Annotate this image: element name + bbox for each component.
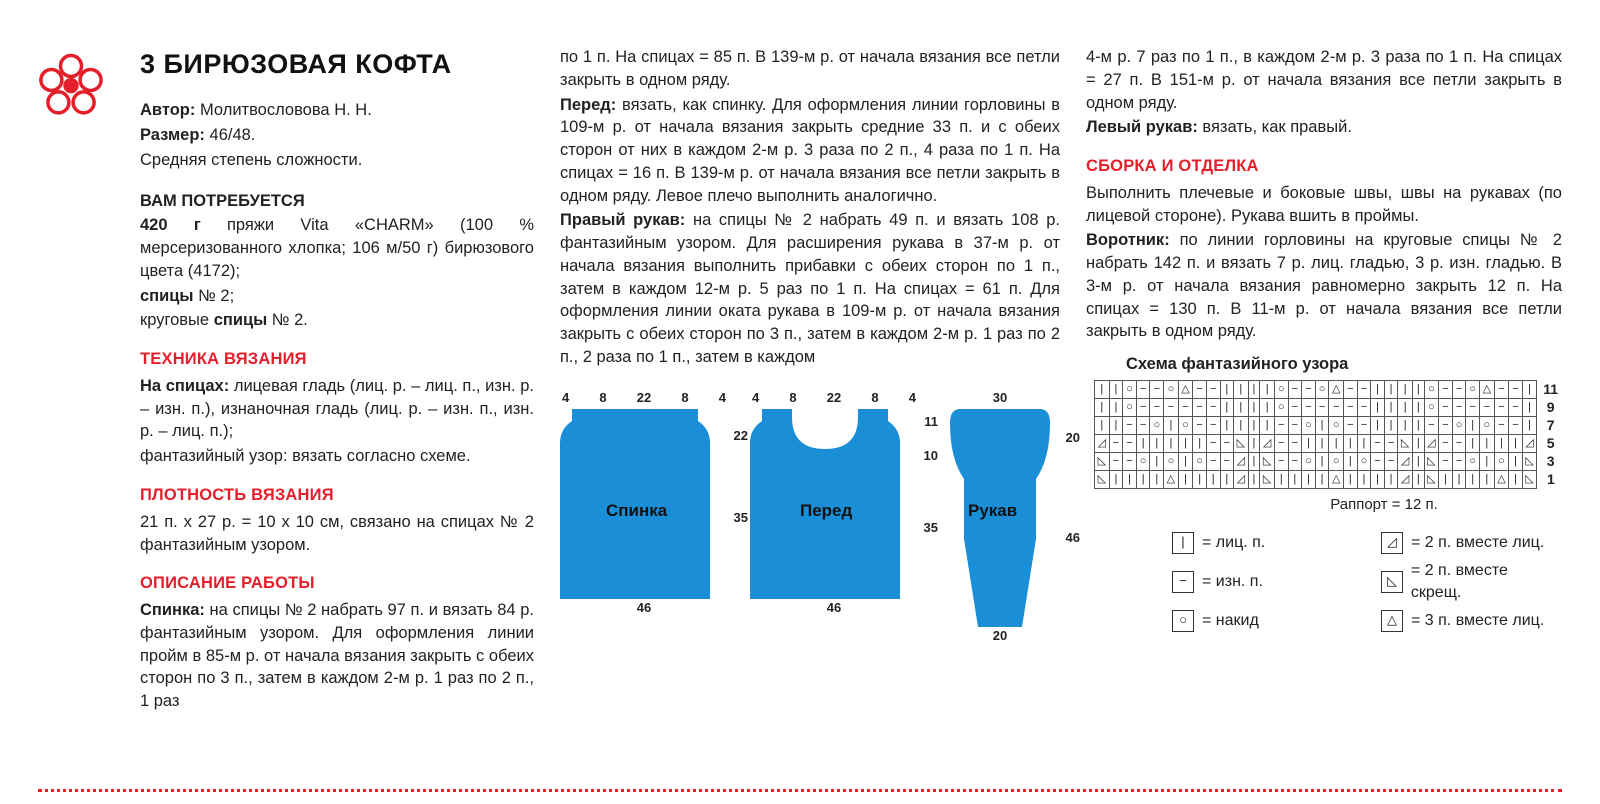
assembly-heading: СБОРКА И ОТДЕЛКА (1086, 155, 1562, 178)
materials-text: 420 г пряжи Vita «CHARM» (100 % мерсериз… (140, 214, 534, 282)
technique-heading: ТЕХНИКА ВЯЗАНИЯ (140, 348, 534, 371)
materials-heading: ВАМ ПОТРЕБУЕТСЯ (140, 190, 534, 213)
legend: |= лиц. п. ◿= 2 п. вместе лиц. −= изн. п… (1172, 532, 1562, 632)
schematics: 482284 46 Спинка 22 35 482284 46 (560, 389, 1060, 645)
gauge-heading: ПЛОТНОСТЬ ВЯЗАНИЯ (140, 484, 534, 507)
pattern-title: 3 БИРЮЗОВАЯ КОФТА (140, 46, 534, 83)
meta-block: Автор: Молитвословова Н. Н. Размер: 46/4… (140, 99, 534, 171)
flower-icon (36, 52, 106, 122)
divider-dots (38, 789, 1562, 792)
stitch-chart: ||○−−○△−−||||○−−○△−−||||○−−○△−−|11||○−−−… (1094, 380, 1562, 489)
work-heading: ОПИСАНИЕ РАБОТЫ (140, 572, 534, 595)
chart-title: Схема фантазийного узора (1126, 353, 1562, 376)
